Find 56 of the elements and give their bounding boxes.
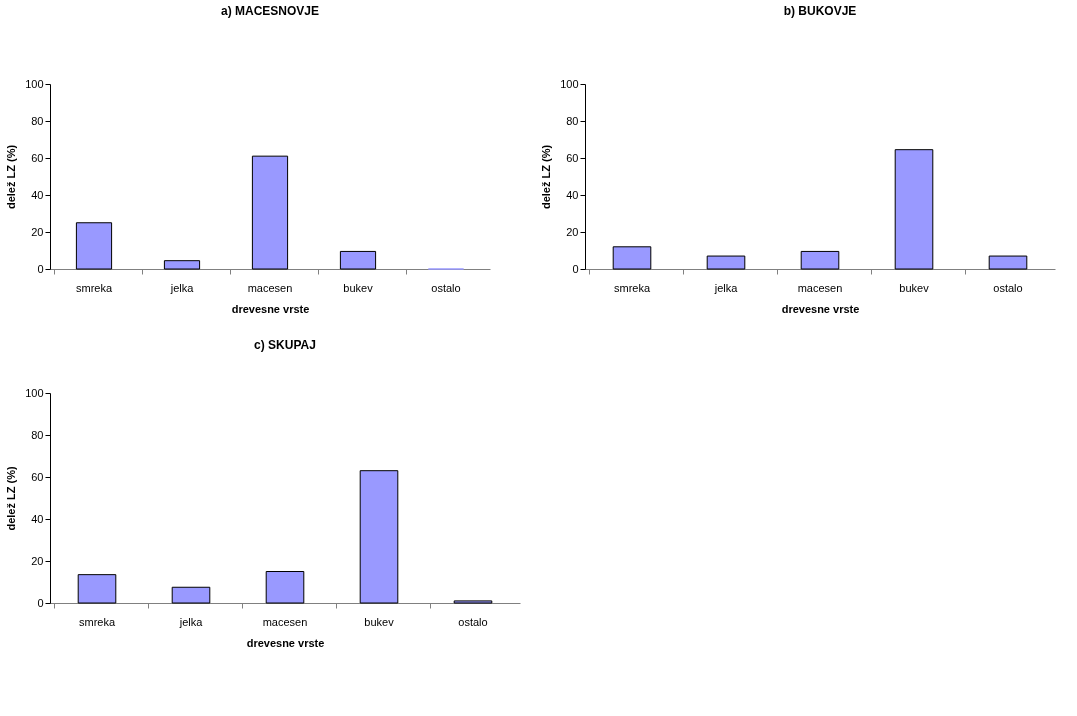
x-tick-label: ostalo bbox=[993, 281, 1023, 294]
x-tick-label: bukev bbox=[364, 615, 395, 628]
y-tick-label: 40 bbox=[31, 188, 44, 201]
y-tick-label: 60 bbox=[31, 470, 44, 483]
bar bbox=[359, 470, 399, 604]
y-tick-label: 0 bbox=[37, 596, 44, 609]
y-tick-label: 20 bbox=[31, 225, 44, 238]
chart-title: b) BUKOVJE bbox=[783, 4, 857, 18]
y-tick-label: 40 bbox=[31, 512, 44, 525]
bar bbox=[988, 255, 1028, 270]
y-axis-title: delež LZ (%) bbox=[5, 144, 18, 210]
y-tick-label: 60 bbox=[566, 151, 579, 164]
x-tick-label: jelka bbox=[713, 281, 739, 294]
y-tick-label: 100 bbox=[25, 77, 44, 90]
x-tick-label: smreka bbox=[613, 281, 651, 294]
x-tick-label: macesen bbox=[262, 615, 308, 628]
y-tick-label: 100 bbox=[560, 77, 579, 90]
x-axis-title: drevesne vrste bbox=[246, 636, 325, 649]
y-tick-label: 60 bbox=[31, 151, 44, 164]
x-tick-label: bukev bbox=[899, 281, 930, 294]
y-tick-label: 20 bbox=[31, 554, 44, 567]
bar bbox=[171, 586, 211, 604]
x-axis-title: drevesne vrste bbox=[231, 302, 310, 315]
bar bbox=[339, 250, 377, 270]
bar bbox=[453, 600, 493, 604]
x-tick-label: jelka bbox=[178, 615, 204, 628]
bar bbox=[163, 260, 201, 270]
chart-title: c) SKUPAJ bbox=[254, 338, 316, 352]
bar bbox=[251, 155, 289, 270]
y-tick-label: 80 bbox=[31, 428, 44, 441]
x-tick-label: ostalo bbox=[458, 615, 488, 628]
bar bbox=[706, 255, 746, 270]
y-tick-label: 40 bbox=[566, 188, 579, 201]
y-tick-label: 100 bbox=[25, 386, 44, 399]
x-tick-label: smreka bbox=[78, 615, 116, 628]
bar bbox=[612, 246, 652, 270]
bar bbox=[75, 222, 113, 270]
bar bbox=[800, 250, 840, 270]
x-tick-label: bukev bbox=[343, 281, 374, 294]
x-axis-title: drevesne vrste bbox=[781, 302, 860, 315]
x-tick-label: ostalo bbox=[431, 281, 461, 294]
y-axis-title: delež LZ (%) bbox=[540, 144, 553, 210]
x-tick-label: macesen bbox=[247, 281, 293, 294]
y-axis-title: delež LZ (%) bbox=[5, 466, 18, 531]
y-tick-label: 80 bbox=[31, 114, 44, 127]
bar bbox=[265, 571, 305, 604]
x-tick-label: macesen bbox=[797, 281, 843, 294]
bar bbox=[894, 149, 934, 270]
y-tick-label: 80 bbox=[566, 114, 579, 127]
y-tick-label: 20 bbox=[566, 225, 579, 238]
x-tick-label: jelka bbox=[169, 281, 195, 294]
y-tick-label: 0 bbox=[572, 262, 579, 275]
chart-title: a) MACESNOVJE bbox=[220, 4, 320, 18]
x-tick-label: smreka bbox=[75, 281, 113, 294]
bar bbox=[77, 574, 117, 604]
y-tick-label: 0 bbox=[37, 262, 44, 275]
